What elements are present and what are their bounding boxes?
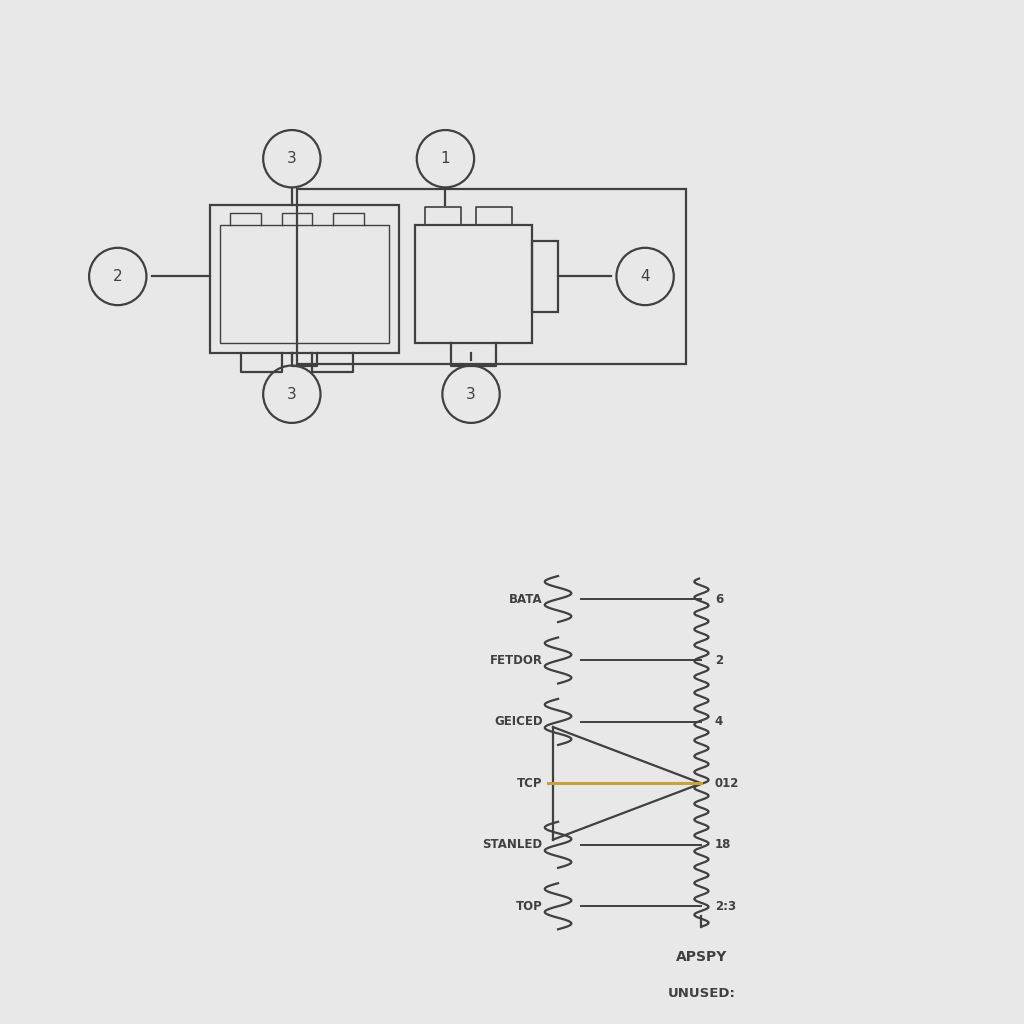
Text: 4: 4: [715, 716, 723, 728]
Text: 3: 3: [287, 387, 297, 401]
Text: APSPY: APSPY: [676, 950, 727, 965]
Text: 012: 012: [715, 777, 739, 790]
Text: 3: 3: [466, 387, 476, 401]
Text: FETDOR: FETDOR: [489, 654, 543, 667]
Text: 1: 1: [440, 152, 451, 166]
Text: 4: 4: [640, 269, 650, 284]
Text: 2: 2: [113, 269, 123, 284]
Text: GEICED: GEICED: [495, 716, 543, 728]
Text: 2: 2: [715, 654, 723, 667]
Text: BATA: BATA: [509, 593, 543, 605]
Bar: [532, 241, 558, 312]
Text: TOP: TOP: [516, 900, 543, 912]
Text: 3: 3: [287, 152, 297, 166]
Bar: [415, 225, 532, 343]
Text: STANLED: STANLED: [482, 839, 543, 851]
Text: 18: 18: [715, 839, 731, 851]
Bar: [220, 225, 389, 343]
Text: TCP: TCP: [517, 777, 543, 790]
Text: UNUSED:: UNUSED:: [668, 987, 735, 999]
Bar: [297, 189, 686, 364]
Text: 6: 6: [715, 593, 723, 605]
Bar: [210, 205, 399, 353]
Text: 2:3: 2:3: [715, 900, 736, 912]
